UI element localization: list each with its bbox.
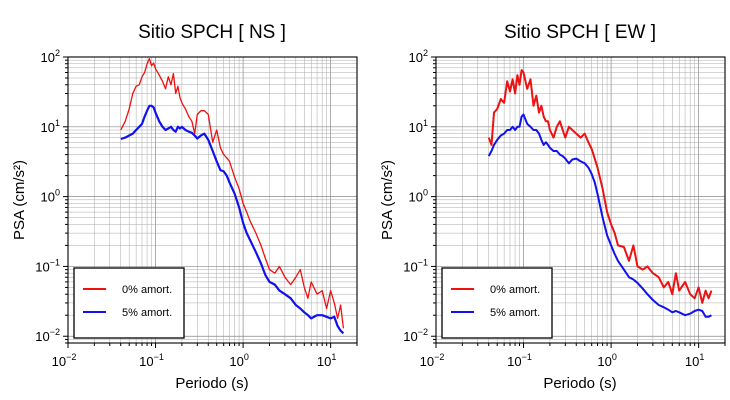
y-tick-label: 100 xyxy=(409,188,428,205)
series-line-1 xyxy=(120,104,345,335)
legend-entry-0: 0% amort. xyxy=(122,284,172,296)
y-axis-label: PSA (cm/s²) xyxy=(379,160,396,240)
series-line-1 xyxy=(487,113,712,318)
y-tick-label: 100 xyxy=(41,188,60,205)
y-ticks: 10−2 10−1 100 101 102 xyxy=(403,48,436,344)
y-tick-label: 102 xyxy=(409,48,428,65)
legend: 0% amort. 5% amort. xyxy=(441,267,553,339)
grid xyxy=(67,56,358,344)
x-tick-label: 101 xyxy=(317,352,336,369)
x-tick-label: 10−1 xyxy=(139,352,164,369)
series-line-0 xyxy=(487,69,713,304)
x-tick-label: 10−1 xyxy=(507,352,532,369)
series-layer xyxy=(120,57,345,335)
y-tick-label: 102 xyxy=(41,48,60,65)
x-tick-label: 10−2 xyxy=(420,352,445,369)
x-ticks: 10−2 10−1 100 101 xyxy=(52,343,358,369)
y-tick-label: 10−2 xyxy=(35,327,60,344)
y-ticks: 10−2 10−1 100 101 102 xyxy=(35,48,68,344)
x-tick-label: 100 xyxy=(597,352,616,369)
y-tick-label: 10−2 xyxy=(403,327,428,344)
legend-entry-1: 5% amort. xyxy=(490,307,540,319)
series-layer xyxy=(487,69,713,318)
x-tick-label: 10−2 xyxy=(52,352,77,369)
x-axis-label: Periodo (s) xyxy=(175,375,248,392)
x-tick-label: 101 xyxy=(685,352,704,369)
y-tick-label: 101 xyxy=(41,118,60,135)
legend: 0% amort. 5% amort. xyxy=(73,267,185,339)
legend-box xyxy=(441,267,553,339)
panel-ns: Sitio SPCH [ NS ] Periodo (s) PSA (cm/s²… xyxy=(11,22,358,392)
chart-title: Sitio SPCH [ NS ] xyxy=(138,22,286,43)
x-tick-label: 100 xyxy=(229,352,248,369)
y-tick-label: 10−1 xyxy=(403,257,428,274)
y-axis-label: PSA (cm/s²) xyxy=(11,160,28,240)
panel-ew: Sitio SPCH [ EW ] Periodo (s) PSA (cm/s²… xyxy=(379,22,726,392)
series-line-0 xyxy=(120,57,345,329)
y-tick-label: 101 xyxy=(409,118,428,135)
x-ticks: 10−2 10−1 100 101 xyxy=(420,343,726,369)
legend-entry-1: 5% amort. xyxy=(122,307,172,319)
y-tick-label: 10−1 xyxy=(35,257,60,274)
legend-box xyxy=(73,267,185,339)
chart-title: Sitio SPCH [ EW ] xyxy=(504,22,656,43)
legend-entry-0: 0% amort. xyxy=(490,284,540,296)
x-axis-label: Periodo (s) xyxy=(543,375,616,392)
